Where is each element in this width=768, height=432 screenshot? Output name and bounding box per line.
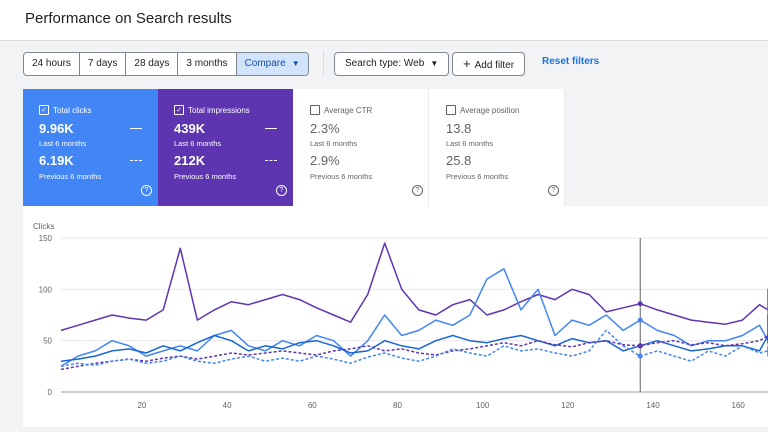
metric-period-current: Last 6 months xyxy=(310,139,358,148)
metric-label: Total clicks xyxy=(53,105,92,115)
range-28-days-button[interactable]: 28 days xyxy=(126,53,179,75)
solid-line-legend-icon xyxy=(265,128,277,129)
metric-period-previous: Previous 6 months xyxy=(174,172,237,181)
metric-period-previous: Previous 6 months xyxy=(446,172,509,181)
toolbar-divider xyxy=(323,50,324,76)
compare-dropdown[interactable]: Compare ▼ xyxy=(236,53,308,75)
metric-cards: ✓ Total clicks 9.96K Last 6 months 6.19K … xyxy=(23,89,565,206)
dashed-line-legend-icon xyxy=(265,160,277,161)
y-axis-label: Clicks xyxy=(33,222,54,231)
performance-chart-panel: Clicks 0 50 100 150 20 40 60 80 100 120 140 160 xyxy=(23,206,768,427)
help-icon[interactable]: ? xyxy=(141,185,152,196)
checkbox-checked-icon[interactable]: ✓ xyxy=(174,105,184,115)
metric-value-current: 439K xyxy=(174,121,206,136)
add-filter-button[interactable]: + Add filter xyxy=(452,52,526,76)
series-line-5[interactable] xyxy=(60,329,768,368)
help-icon[interactable]: ? xyxy=(548,185,559,196)
add-filter-label: Add filter xyxy=(474,60,515,71)
metric-period-current: Last 6 months xyxy=(174,139,222,148)
metric-card-average-position[interactable]: Average position 13.8 Last 6 months 25.8… xyxy=(430,89,565,206)
plus-icon: + xyxy=(463,56,471,71)
metric-header: ✓ Total clicks xyxy=(39,105,92,115)
compare-label: Compare xyxy=(244,58,286,69)
hover-point-1 xyxy=(637,301,643,307)
metric-card-total-impressions[interactable]: ✓ Total impressions 439K Last 6 months 21… xyxy=(158,89,293,206)
x-tick-label: 160 xyxy=(732,401,746,410)
metric-label: Average CTR xyxy=(324,105,373,115)
x-tick-label: 80 xyxy=(393,401,402,410)
x-tick-label: 60 xyxy=(308,401,317,410)
metric-value-current: 9.96K xyxy=(39,121,74,136)
hover-point-5 xyxy=(637,353,643,359)
page-title: Performance on Search results xyxy=(25,10,232,27)
x-tick-label: 40 xyxy=(223,401,232,410)
x-tick-label: 140 xyxy=(646,401,660,410)
reset-filters-link[interactable]: Reset filters xyxy=(542,56,600,67)
series-line-2[interactable] xyxy=(60,268,768,367)
page-header: Performance on Search results xyxy=(0,0,768,41)
y-tick-label: 150 xyxy=(39,234,53,243)
x-tick-label: 100 xyxy=(476,401,490,410)
series-line-1[interactable] xyxy=(60,242,768,332)
metric-period-current: Last 6 months xyxy=(39,139,87,148)
metric-period-current: Last 6 months xyxy=(446,139,494,148)
dashed-line-legend-icon xyxy=(130,160,142,161)
metric-value-previous: 6.19K xyxy=(39,153,74,168)
hover-point-4 xyxy=(637,343,643,349)
metric-value-current: 2.3% xyxy=(310,121,340,136)
help-icon[interactable]: ? xyxy=(412,185,423,196)
solid-line-legend-icon xyxy=(130,128,142,129)
range-3-months-button[interactable]: 3 months xyxy=(178,53,237,75)
caret-down-icon: ▼ xyxy=(291,59,300,68)
metric-card-average-ctr[interactable]: Average CTR 2.3% Last 6 months 2.9% Prev… xyxy=(294,89,429,206)
series-line-3[interactable] xyxy=(60,314,768,362)
metric-header: Average CTR xyxy=(310,105,372,115)
metric-header: ✓ Total impressions xyxy=(174,105,250,115)
y-tick-label: 100 xyxy=(39,285,53,294)
x-tick-label: 120 xyxy=(561,401,575,410)
checkbox-unchecked-icon[interactable] xyxy=(446,105,456,115)
range-24-hours-button[interactable]: 24 hours xyxy=(24,53,80,75)
metric-value-previous: 212K xyxy=(174,153,206,168)
y-tick-label: 50 xyxy=(43,337,52,346)
metric-value-current: 13.8 xyxy=(446,121,472,136)
y-tick-label: 0 xyxy=(48,388,53,397)
caret-down-icon: ▼ xyxy=(430,59,439,68)
checkbox-unchecked-icon[interactable] xyxy=(310,105,320,115)
metric-card-total-clicks[interactable]: ✓ Total clicks 9.96K Last 6 months 6.19K … xyxy=(23,89,158,206)
metric-period-previous: Previous 6 months xyxy=(39,172,102,181)
performance-chart[interactable]: Clicks 0 50 100 150 20 40 60 80 100 120 140 160 xyxy=(23,206,768,427)
series-line-4[interactable] xyxy=(60,333,768,371)
metric-value-previous: 2.9% xyxy=(310,153,340,168)
metric-period-previous: Previous 6 months xyxy=(310,172,373,181)
metric-value-previous: 25.8 xyxy=(446,153,472,168)
metric-header: Average position xyxy=(446,105,519,115)
range-7-days-button[interactable]: 7 days xyxy=(80,53,127,75)
metric-label: Total impressions xyxy=(188,105,250,115)
hover-point-2 xyxy=(637,317,643,323)
search-type-dropdown[interactable]: Search type: Web ▼ xyxy=(334,52,450,76)
help-icon[interactable]: ? xyxy=(276,185,287,196)
date-range-selector: 24 hours 7 days 28 days 3 months Compare… xyxy=(23,52,309,76)
checkbox-checked-icon[interactable]: ✓ xyxy=(39,105,49,115)
x-tick-label: 20 xyxy=(137,401,146,410)
metric-label: Average position xyxy=(460,105,520,115)
search-type-label: Search type: Web xyxy=(345,58,425,69)
